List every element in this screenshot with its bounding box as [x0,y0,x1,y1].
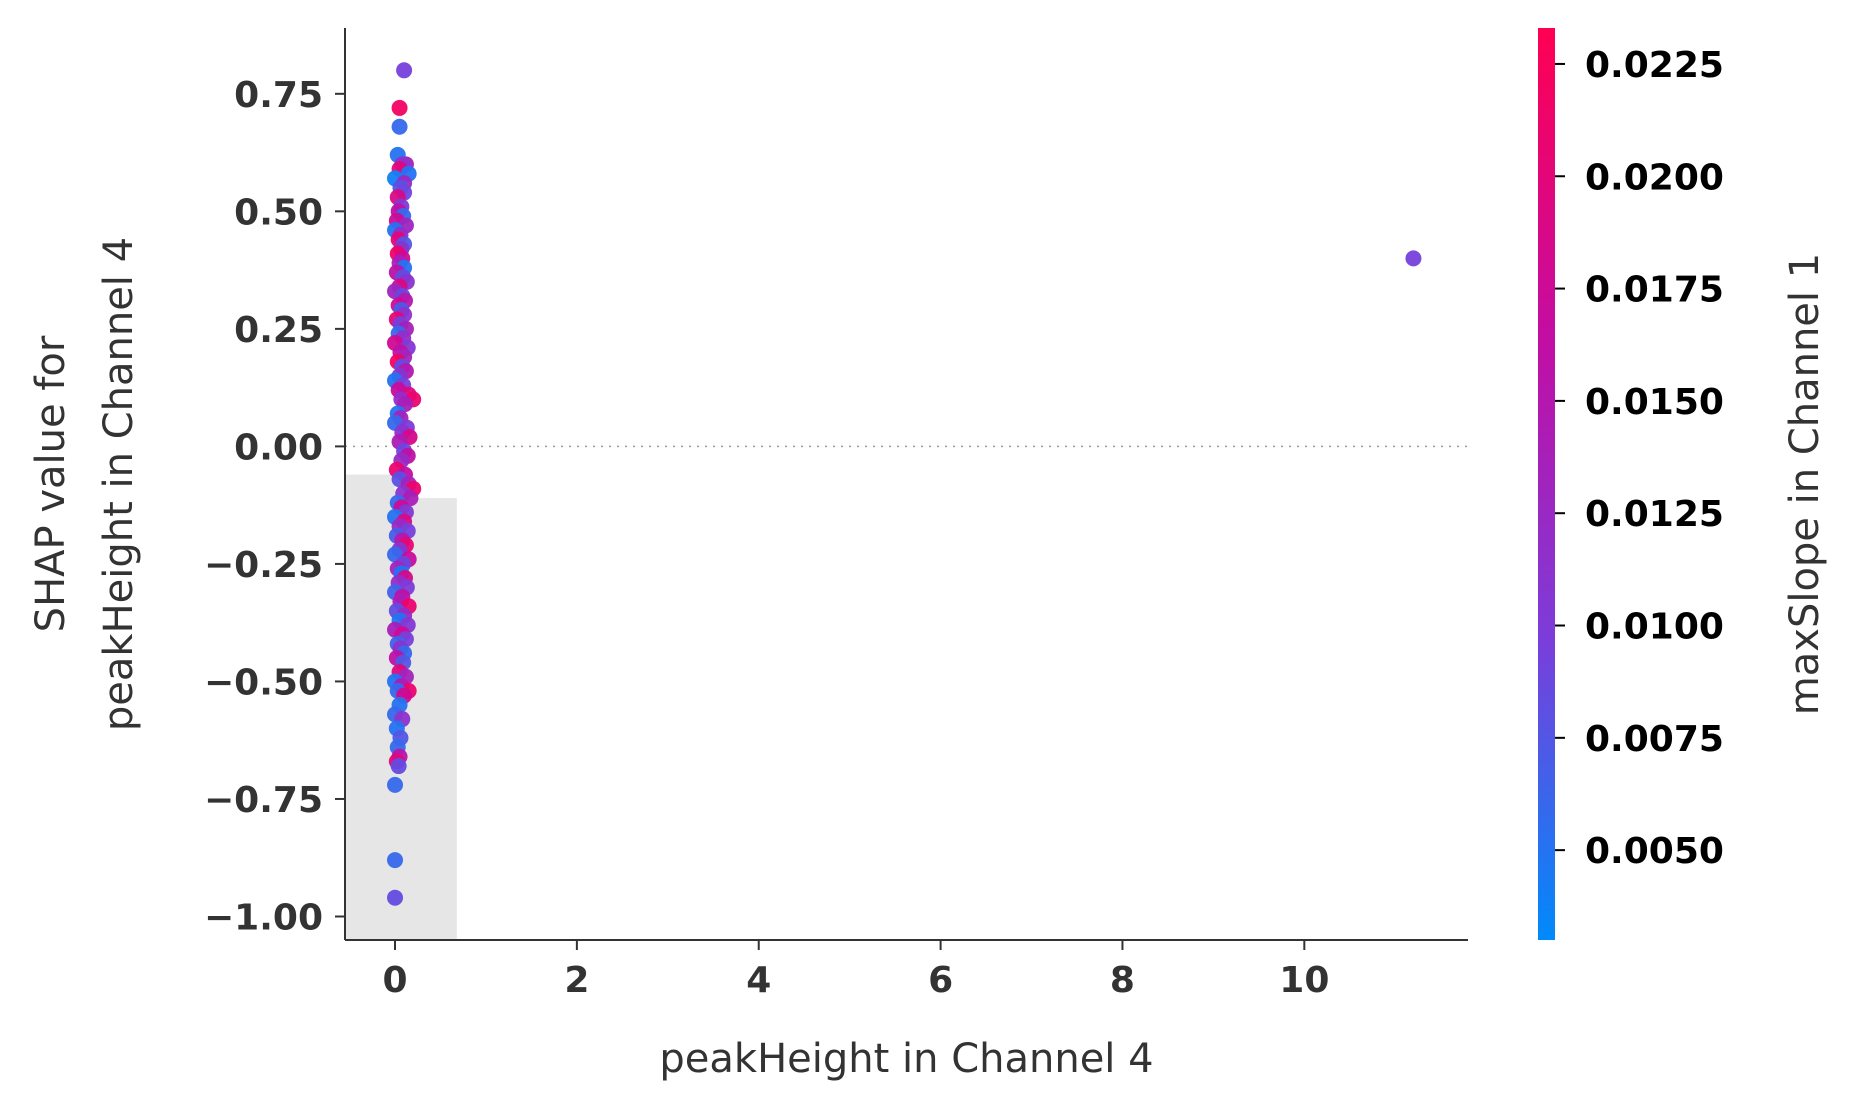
y-axis-label-line-2: peakHeight in Channel 4 [96,237,142,731]
colorbar-tick-label-6: 0.0200 [1585,157,1724,198]
colorbar-tick-label-1: 0.0075 [1585,719,1724,760]
y-tick-label-3: 0.00 [234,427,323,468]
x-tick-label-5: 10 [1279,960,1329,1001]
data-point-125 [387,776,404,793]
y-tick-label-5: −0.50 [204,662,323,703]
x-tick-label-4: 8 [1110,960,1135,1001]
x-tick-label-1: 2 [564,960,589,1001]
data-point-124 [390,758,407,775]
data-point-127 [387,889,404,906]
y-tick-label-1: 0.50 [234,192,323,233]
x-axis-label: peakHeight in Channel 4 [659,1036,1153,1082]
data-point-1 [391,99,408,116]
y-tick-label-6: −0.75 [204,780,323,821]
y-tick-label-0: 0.75 [234,75,323,116]
colorbar-tick-label-7: 0.0225 [1585,45,1724,86]
x-tick-label-3: 6 [928,960,953,1001]
data-point-126 [387,852,404,869]
data-point-2 [391,118,408,135]
y-axis-label-line-1: SHAP value for [28,335,74,632]
colorbar-ticks: 0.0050 0.0075 0.0100 0.0125 0.0150 0.0175 0.02… [1555,45,1724,872]
colorbar [1538,28,1555,940]
data-point-0 [396,62,413,79]
y-tick-label-2: 0.25 [234,310,323,351]
colorbar-tick-label-5: 0.0175 [1585,270,1724,311]
y-tick-label-7: −1.00 [204,897,323,938]
data-point-128 [1405,250,1422,267]
colorbar-tick-label-2: 0.0100 [1585,607,1724,648]
x-tick-label-0: 0 [382,960,407,1001]
y-axis-ticks: 0.75 0.50 0.25 0.00 −0.25 −0.50 −0.75 −1.00 [204,75,345,938]
colorbar-tick-label-4: 0.0150 [1585,382,1724,423]
x-tick-label-2: 4 [746,960,771,1001]
scatter-points [387,62,1422,906]
histogram-bar-0 [345,474,396,940]
y-tick-label-4: −0.25 [204,545,323,586]
colorbar-tick-label-3: 0.0125 [1585,494,1724,535]
colorbar-label: maxSlope in Channel 1 [1782,253,1828,715]
x-axis-ticks: 0 2 4 6 8 10 [382,940,1329,1001]
colorbar-tick-label-0: 0.0050 [1585,831,1724,872]
